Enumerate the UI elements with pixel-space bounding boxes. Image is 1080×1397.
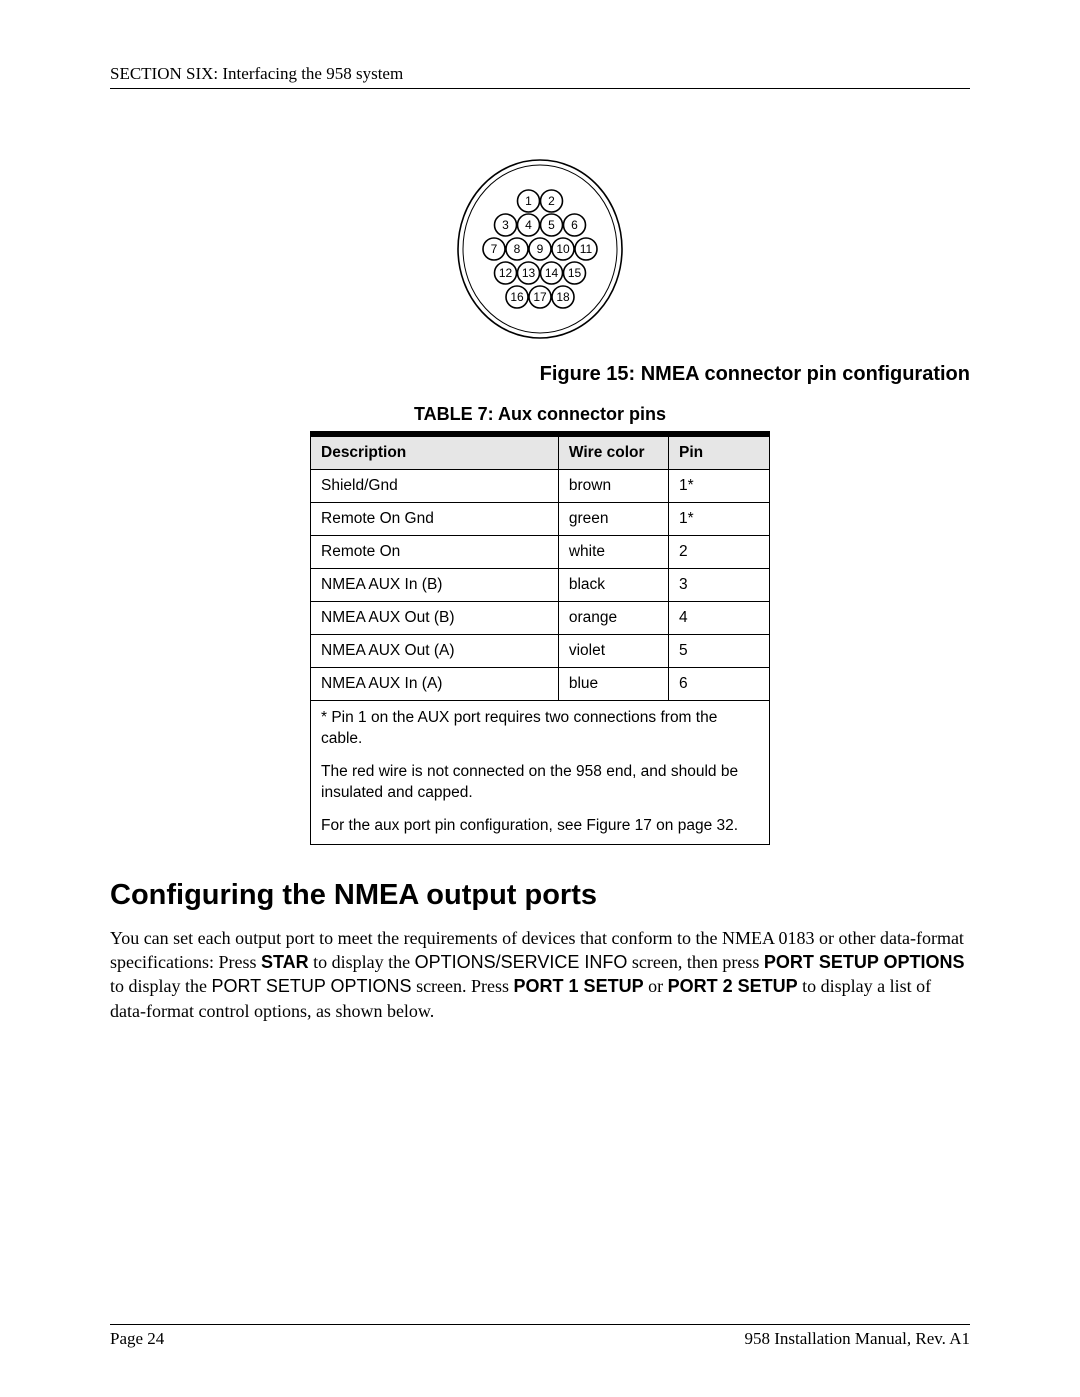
figure-caption: Figure 15: NMEA connector pin configurat… bbox=[110, 363, 970, 386]
screen-name: OPTIONS/SERVICE INFO bbox=[415, 952, 628, 972]
ui-key-label: PORT 1 SETUP bbox=[514, 976, 644, 996]
section-body: You can set each output port to meet the… bbox=[110, 926, 970, 1023]
table-cell: NMEA AUX Out (B) bbox=[311, 602, 559, 635]
table-cell: 2 bbox=[669, 536, 770, 569]
figure-connector: 123456789101112131415161718 Figure 15: N… bbox=[110, 149, 970, 386]
svg-text:17: 17 bbox=[533, 290, 547, 304]
col-wire-color: Wire color bbox=[558, 434, 668, 470]
table-cell: NMEA AUX Out (A) bbox=[311, 635, 559, 668]
section-header: SECTION SIX: Interfacing the 958 system bbox=[110, 64, 970, 84]
table-cell: NMEA AUX In (A) bbox=[311, 668, 559, 701]
table-row: NMEA AUX Out (A)violet5 bbox=[311, 635, 770, 668]
footer-rule bbox=[110, 1324, 970, 1325]
svg-text:1: 1 bbox=[525, 194, 532, 208]
header-rule bbox=[110, 88, 970, 89]
aux-connector-table: Description Wire color Pin Shield/Gndbro… bbox=[310, 431, 770, 845]
ui-key-label: STAR bbox=[261, 952, 309, 972]
svg-text:8: 8 bbox=[514, 242, 521, 256]
table-cell: 5 bbox=[669, 635, 770, 668]
ui-key-label: PORT 2 SETUP bbox=[668, 976, 798, 996]
table-footnote-row: * Pin 1 on the AUX port requires two con… bbox=[311, 701, 770, 845]
section-heading: Configuring the NMEA output ports bbox=[110, 879, 970, 912]
body-text: to display the bbox=[110, 976, 212, 996]
table-row: NMEA AUX Out (B)orange4 bbox=[311, 602, 770, 635]
table-cell: Remote On Gnd bbox=[311, 503, 559, 536]
table-row: NMEA AUX In (A)blue6 bbox=[311, 668, 770, 701]
svg-text:11: 11 bbox=[580, 242, 593, 256]
col-description: Description bbox=[311, 434, 559, 470]
table-cell: 6 bbox=[669, 668, 770, 701]
col-pin: Pin bbox=[669, 434, 770, 470]
table-cell: orange bbox=[558, 602, 668, 635]
table-cell: brown bbox=[558, 470, 668, 503]
table-row: Remote Onwhite2 bbox=[311, 536, 770, 569]
footer-page: Page 24 bbox=[110, 1329, 164, 1349]
footer-manual: 958 Installation Manual, Rev. A1 bbox=[744, 1329, 970, 1349]
table-cell: Remote On bbox=[311, 536, 559, 569]
svg-text:16: 16 bbox=[510, 290, 524, 304]
svg-text:10: 10 bbox=[556, 242, 570, 256]
page-footer: Page 24 958 Installation Manual, Rev. A1 bbox=[110, 1324, 970, 1349]
table-row: Shield/Gndbrown1* bbox=[311, 470, 770, 503]
screen-name: PORT SETUP OPTIONS bbox=[212, 976, 412, 996]
table-header-row: Description Wire color Pin bbox=[311, 434, 770, 470]
svg-text:4: 4 bbox=[525, 218, 532, 232]
table-footnote: * Pin 1 on the AUX port requires two con… bbox=[311, 701, 770, 845]
table-cell: 4 bbox=[669, 602, 770, 635]
body-text: or bbox=[644, 976, 668, 996]
table-cell: 3 bbox=[669, 569, 770, 602]
svg-text:9: 9 bbox=[537, 242, 544, 256]
ui-key-label: PORT SETUP OPTIONS bbox=[764, 952, 965, 972]
svg-text:18: 18 bbox=[556, 290, 570, 304]
table-caption: TABLE 7: Aux connector pins bbox=[310, 404, 770, 425]
page: SECTION SIX: Interfacing the 958 system … bbox=[0, 0, 1080, 1397]
svg-text:14: 14 bbox=[545, 266, 559, 280]
svg-text:13: 13 bbox=[522, 266, 536, 280]
body-text: screen, then press bbox=[627, 952, 763, 972]
table-cell: black bbox=[558, 569, 668, 602]
table-cell: NMEA AUX In (B) bbox=[311, 569, 559, 602]
table-row: NMEA AUX In (B)black3 bbox=[311, 569, 770, 602]
svg-text:5: 5 bbox=[548, 218, 555, 232]
table-cell: green bbox=[558, 503, 668, 536]
connector-diagram: 123456789101112131415161718 bbox=[440, 149, 640, 349]
svg-text:15: 15 bbox=[568, 266, 582, 280]
table-body: Shield/Gndbrown1*Remote On Gndgreen1*Rem… bbox=[311, 470, 770, 845]
svg-text:12: 12 bbox=[499, 266, 513, 280]
svg-text:7: 7 bbox=[491, 242, 498, 256]
svg-text:3: 3 bbox=[502, 218, 509, 232]
table-row: Remote On Gndgreen1* bbox=[311, 503, 770, 536]
table-cell: violet bbox=[558, 635, 668, 668]
svg-text:2: 2 bbox=[548, 194, 555, 208]
body-text: to display the bbox=[309, 952, 415, 972]
svg-text:6: 6 bbox=[571, 218, 578, 232]
table-cell: blue bbox=[558, 668, 668, 701]
table-cell: 1* bbox=[669, 470, 770, 503]
table-cell: 1* bbox=[669, 503, 770, 536]
table-cell: white bbox=[558, 536, 668, 569]
body-text: screen. Press bbox=[412, 976, 514, 996]
table-cell: Shield/Gnd bbox=[311, 470, 559, 503]
